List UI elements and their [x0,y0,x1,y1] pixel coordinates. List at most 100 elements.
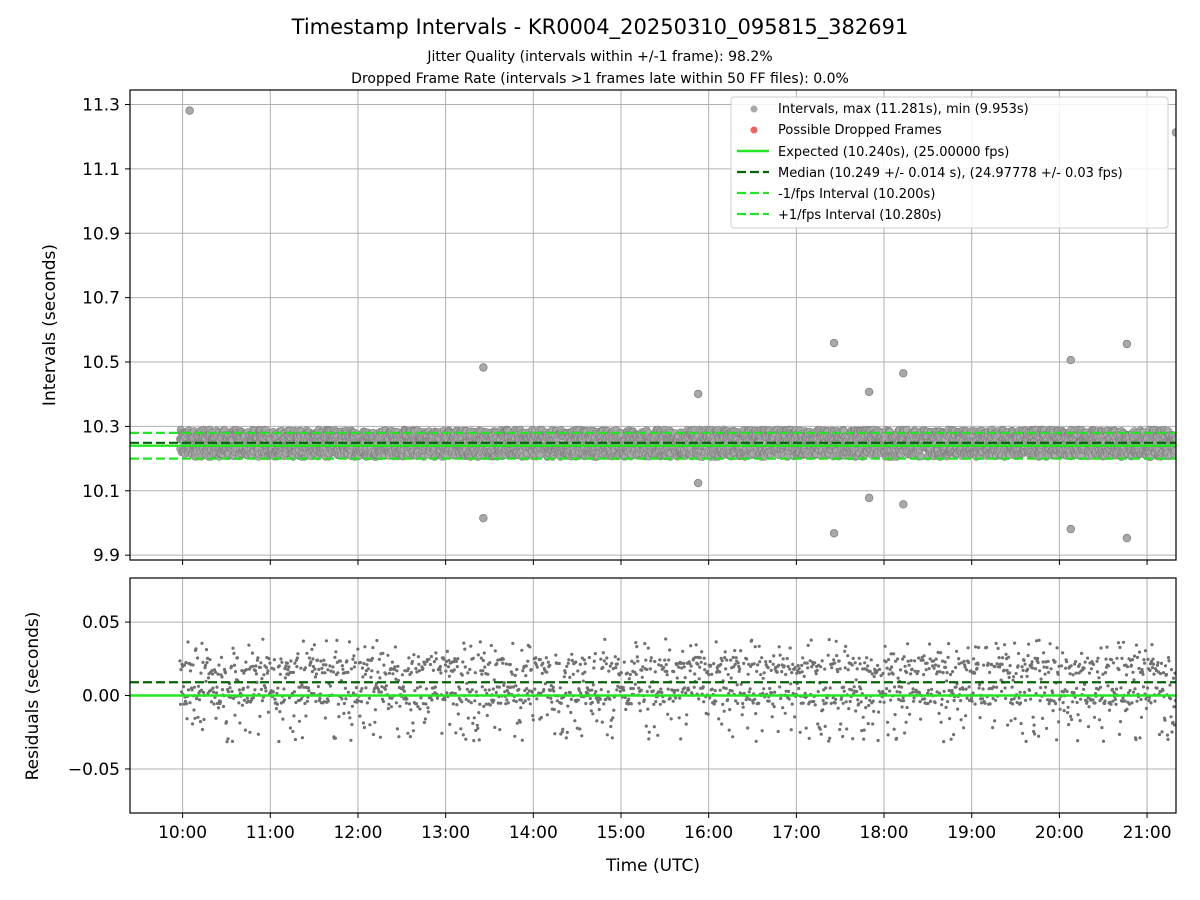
residual-point [350,704,354,708]
residual-point [577,688,581,693]
top-y-ticks: 9.910.110.310.510.710.911.111.3 [82,95,130,566]
residual-point [338,659,342,663]
residual-point [244,660,248,664]
residual-point [549,696,553,701]
residual-point [262,673,266,677]
residual-point [280,660,284,664]
residual-point [340,664,344,668]
residual-point [619,671,623,675]
residual-point [473,671,477,675]
residual-point [581,679,585,683]
residual-point [450,691,454,695]
residual-point [455,665,459,669]
residual-point [407,702,411,706]
residual-point [367,696,371,700]
residual-point [273,697,277,701]
outlier-point [864,387,874,397]
residual-point [200,727,205,732]
residual-point [513,673,517,678]
residual-point [499,701,503,705]
outlier-point [1066,355,1075,365]
residual-point [184,661,188,665]
residual-point [507,691,511,695]
residual-point [181,685,186,689]
residual-point [282,687,286,691]
residual-point [502,681,506,685]
residual-point [471,721,475,726]
residual-point [264,689,268,693]
outlier-point [899,500,908,509]
residual-point [473,699,477,703]
residual-point [237,701,241,705]
residual-point [271,690,275,694]
residual-point [352,665,356,669]
residual-point [377,657,381,661]
residual-point [250,651,254,655]
residual-point [217,663,221,667]
residual-point [446,665,450,669]
residual-point [193,716,197,720]
residual-point [409,670,413,675]
residual-point [477,738,481,742]
residual-point [376,687,380,691]
outlier-point [1066,524,1075,534]
residual-point [301,639,305,643]
residual-point [305,651,309,655]
residual-point [370,669,374,673]
residual-point [303,701,307,706]
residual-point [356,699,360,703]
residual-point [409,708,413,712]
residual-point [396,664,400,668]
residual-point [216,706,221,710]
residual-point [624,707,628,712]
residual-point [541,661,545,665]
residual-point [406,731,410,735]
residual-point [324,663,328,667]
residual-point [587,655,591,660]
residual-point [513,734,517,738]
residual-point [611,716,615,720]
residual-point [426,710,430,714]
residual-point [349,667,353,671]
residual-point [228,686,232,690]
residual-point [518,720,522,724]
residual-point [233,713,237,717]
residual-point [352,654,356,658]
legend-label-upper: +1/fps Interval (10.280s) [778,208,942,223]
residual-point [520,738,524,742]
residual-point [192,708,196,712]
residual-point [382,663,386,667]
residual-point [558,686,562,690]
residual-point [478,640,482,644]
outlier-point [479,513,488,523]
residual-point [204,679,208,684]
residual-point [471,656,475,661]
residual-point [480,672,484,676]
residual-point [235,656,239,660]
residual-point [264,666,268,670]
residual-point [381,699,385,704]
residual-point [598,697,602,701]
dropped-frame-subtitle: Dropped Frame Rate (intervals >1 frames … [351,71,849,87]
residual-point [259,687,263,692]
legend-label-expected: Expected (10.240s), (25.00000 fps) [778,145,1009,160]
residual-point [394,701,398,705]
residual-point [472,716,476,720]
residual-point [191,663,195,667]
residual-point [251,696,255,700]
residual-point [439,671,443,675]
residual-point [212,702,216,706]
residual-point [281,717,285,721]
residual-point [462,641,466,645]
residual-point [220,675,224,679]
residual-point [460,673,464,677]
outlier-point [185,106,194,115]
top-y-tick-label: 9.9 [93,546,120,566]
residual-point [185,717,189,721]
residual-point [299,697,303,701]
residual-point [200,641,204,645]
residual-point [515,667,519,672]
residual-point [390,660,394,664]
residual-point [584,701,588,706]
